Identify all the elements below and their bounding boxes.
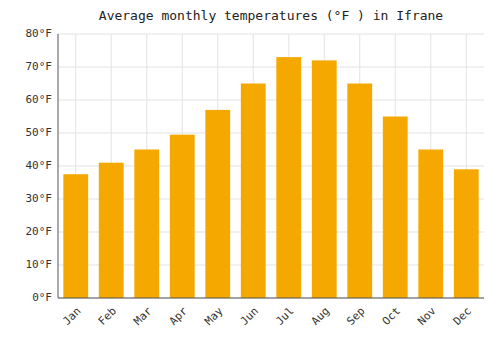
- title: Average monthly temperatures (°F ) in If…: [99, 8, 444, 23]
- bar: [418, 150, 443, 299]
- grid: [58, 34, 484, 298]
- x-tick-label: Apr: [167, 304, 191, 328]
- x-axis-line: [58, 298, 484, 299]
- x-tick-label: Feb: [96, 305, 119, 328]
- bar: [63, 174, 88, 298]
- bar: [99, 163, 124, 298]
- y-axis-line: [58, 34, 59, 298]
- y-grid-line: [58, 34, 484, 35]
- bar: [241, 84, 266, 299]
- bar: [134, 150, 159, 299]
- x-tick-label: Jan: [60, 305, 83, 328]
- x-tick-label: Mar: [131, 304, 155, 328]
- x-tick-label: Jun: [238, 305, 261, 328]
- y-tick-label: 30°F: [26, 192, 53, 205]
- bar: [454, 169, 479, 298]
- y-tick-label: 70°F: [26, 60, 53, 73]
- bar: [312, 60, 337, 298]
- x-tick-label: Aug: [309, 305, 332, 328]
- y-grid-line: [58, 67, 484, 68]
- y-tick-label: 60°F: [26, 93, 53, 106]
- x-tick-label: Oct: [380, 305, 403, 328]
- x-tick-label: Dec: [451, 305, 474, 328]
- y-tick-label: 20°F: [26, 225, 53, 238]
- bar: [276, 57, 301, 298]
- y-tick-label: 50°F: [26, 126, 53, 139]
- chart: 0°F 10°F 20°F 30°F 40°F 50°F 60°F 70°F 80°F Jan Fe…: [0, 0, 500, 350]
- x-tick-label: Nov: [415, 304, 439, 328]
- x-tick-label: Jul: [273, 305, 296, 328]
- bar: [205, 110, 230, 298]
- y-tick-label: 10°F: [26, 258, 53, 271]
- y-grid-line: [58, 100, 484, 101]
- x-tick-label: May: [202, 304, 226, 328]
- y-grid-line: [58, 133, 484, 134]
- bars: [63, 57, 478, 298]
- bar: [383, 117, 408, 299]
- bar: [347, 84, 372, 299]
- y-tick-label: 80°F: [26, 27, 53, 40]
- y-grid-line: [58, 298, 484, 299]
- y-tick-label: 0°F: [32, 291, 52, 304]
- bar: [170, 135, 195, 298]
- axes: 0°F 10°F 20°F 30°F 40°F 50°F 60°F 70°F 80°F Jan Fe…: [26, 27, 485, 328]
- x-tick-label: Sep: [344, 305, 367, 328]
- y-tick-label: 40°F: [26, 159, 53, 172]
